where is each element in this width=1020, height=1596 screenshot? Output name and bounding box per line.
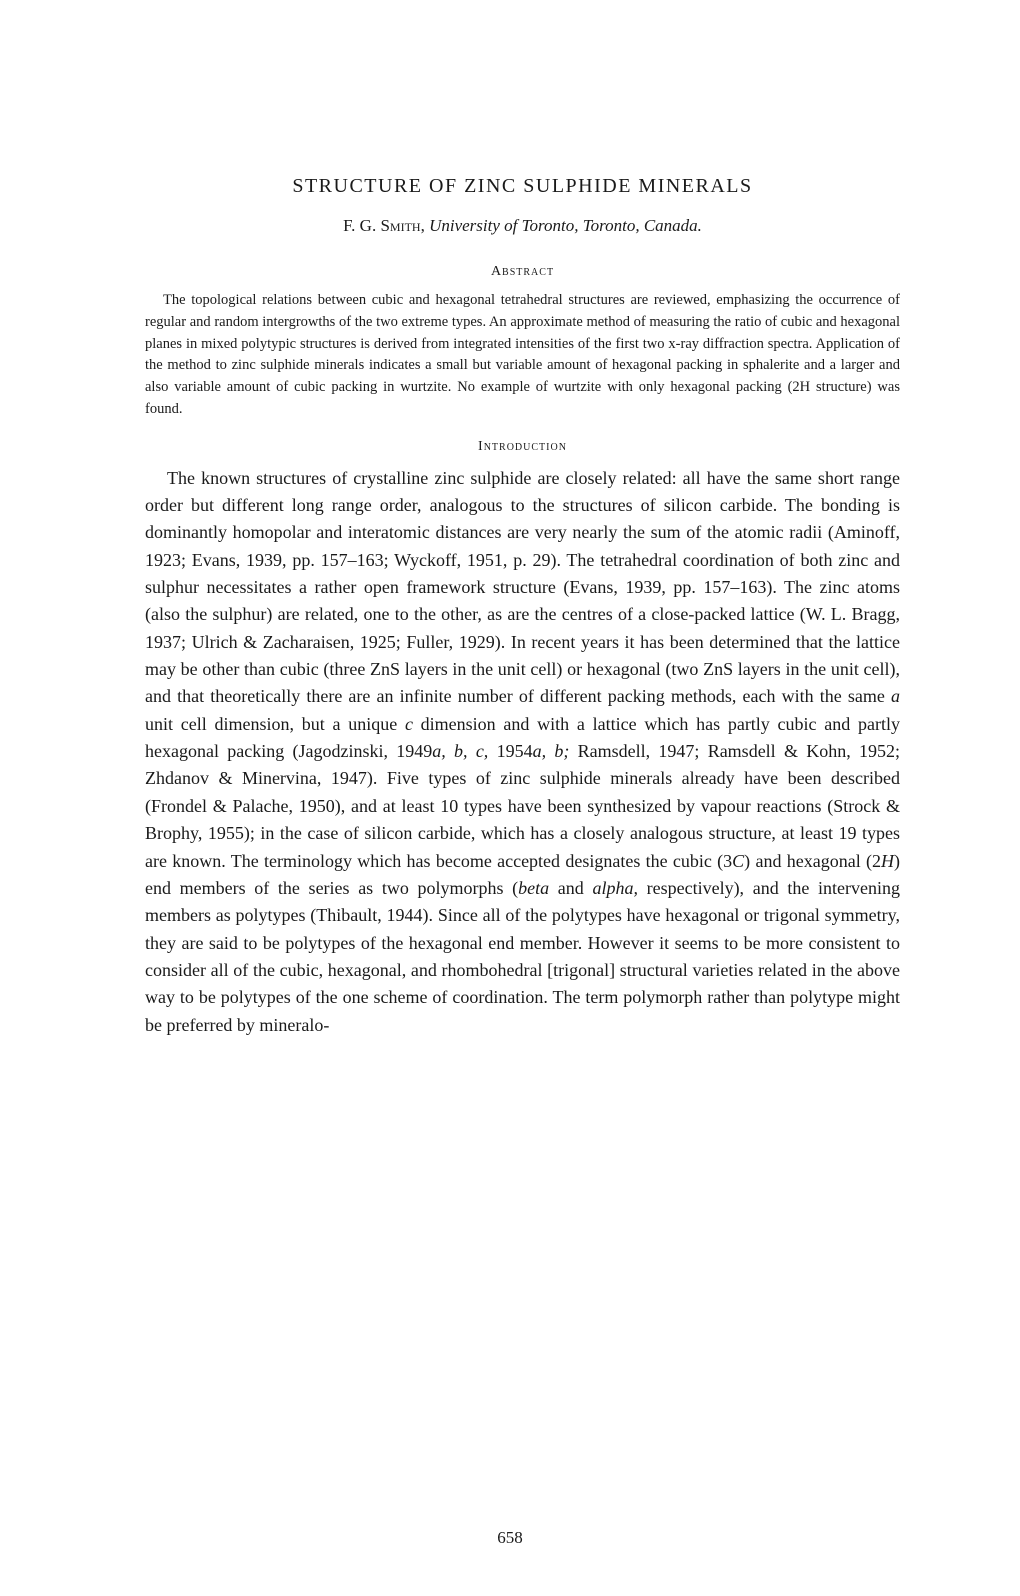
page-number: 658 (0, 1528, 1020, 1548)
intro-part-7: a, b; (533, 741, 570, 761)
introduction-heading: Introduction (145, 439, 900, 455)
intro-part-15: alpha, (592, 878, 638, 898)
introduction-text: The known structures of crystalline zinc… (145, 465, 900, 1040)
intro-part-9: C (732, 851, 744, 871)
author-name: F. G. Smith, (343, 216, 425, 235)
intro-part-3: c (405, 714, 413, 734)
intro-part-16: respectively), and the intervening membe… (145, 878, 900, 1035)
author-affiliation: University of Toronto, Toronto, Canada. (429, 216, 702, 235)
intro-part-13: beta (518, 878, 549, 898)
abstract-heading: Abstract (145, 264, 900, 280)
intro-part-2: unit cell dimension, but a unique (145, 714, 405, 734)
paper-title: STRUCTURE OF ZINC SULPHIDE MINERALS (145, 175, 900, 198)
intro-part-10: ) and hexagonal (2 (744, 851, 881, 871)
intro-part-0: The known structures of crystalline zinc… (145, 468, 900, 707)
author-line: F. G. Smith, University of Toronto, Toro… (145, 216, 900, 236)
intro-part-11: H (881, 851, 894, 871)
intro-part-1: a (891, 686, 900, 706)
intro-part-6: 1954 (488, 741, 532, 761)
abstract-body: The topological relations between cubic … (145, 292, 900, 417)
intro-part-5: a, b, c, (432, 741, 488, 761)
intro-part-14: and (549, 878, 592, 898)
abstract-text: The topological relations between cubic … (145, 290, 900, 421)
